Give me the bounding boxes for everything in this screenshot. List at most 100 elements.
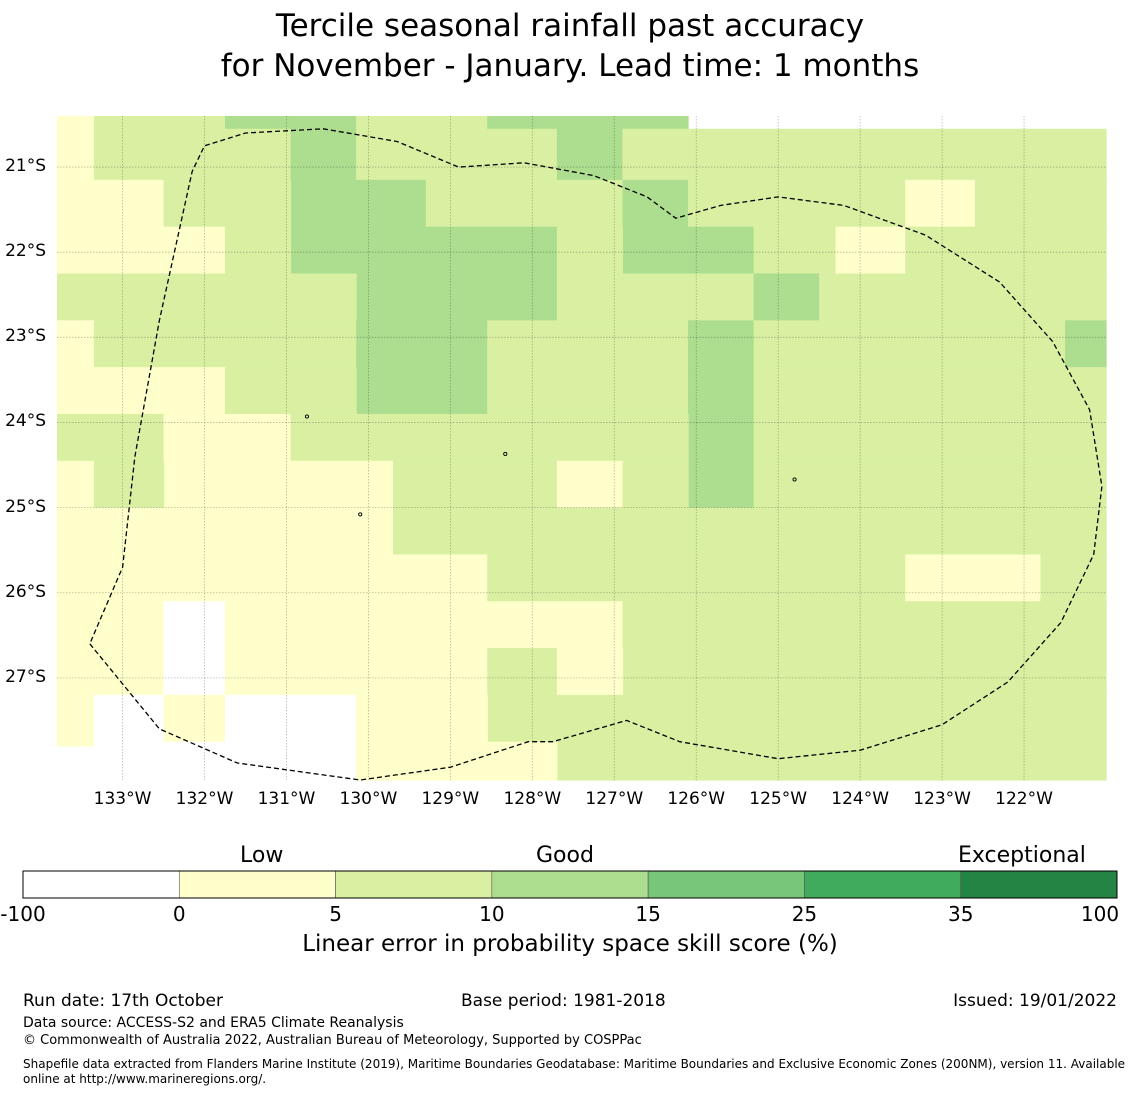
skill-score-map — [57, 116, 1107, 781]
colorbar-segment — [22, 870, 180, 899]
colorbar-segment — [491, 870, 649, 899]
colorbar-label-low: Low — [240, 843, 284, 868]
skill-cell — [487, 116, 689, 130]
skill-cell — [556, 128, 624, 181]
x-tick-label: 129°W — [421, 789, 480, 809]
island — [304, 414, 310, 419]
skill-cell — [835, 226, 906, 275]
colorbar-segment — [960, 870, 1118, 899]
colorbar-segment — [335, 870, 493, 899]
skill-cell — [225, 226, 292, 275]
skill-cell — [57, 116, 95, 181]
skill-cell — [487, 648, 558, 743]
skill-cell — [57, 226, 226, 275]
skill-cell — [905, 179, 976, 228]
skill-cell — [57, 320, 95, 415]
chart-title-line-1: Tercile seasonal rainfall past accuracy — [275, 8, 865, 44]
skill-cell — [356, 179, 427, 321]
skill-cell — [356, 320, 488, 415]
skill-cell — [425, 226, 558, 321]
y-tick-label: 22°S — [5, 241, 46, 262]
skill-cell — [57, 179, 165, 228]
eez-boundary — [89, 128, 1103, 781]
x-tick-label: 127°W — [585, 789, 644, 809]
skill-cell — [225, 648, 488, 696]
skill-cell — [163, 694, 226, 743]
issued-date: Issued: 19/01/2022 — [953, 991, 1117, 1011]
skill-cell — [556, 273, 755, 321]
x-tick-label: 125°W — [749, 789, 808, 809]
colorbar-tick-label: 25 — [791, 902, 818, 926]
base-period: Base period: 1981-2018 — [461, 991, 666, 1011]
skill-cell — [487, 320, 689, 415]
run-date: Run date: 17th October — [23, 991, 223, 1011]
shapefile-credit-line-2: online at http://www.marineregions.org/. — [23, 1072, 267, 1086]
chart-title-line-2: for November - January. Lead time: 1 mon… — [220, 48, 920, 84]
skill-cell — [753, 273, 820, 321]
skill-cell — [93, 694, 165, 781]
colorbar-label-good: Good — [536, 843, 594, 868]
skill-cell — [393, 507, 689, 556]
skill-cell — [225, 116, 292, 130]
x-tick-label: 131°W — [257, 789, 316, 809]
x-tick-label: 126°W — [667, 789, 726, 809]
skill-cell — [487, 179, 624, 228]
x-tick-label: 130°W — [339, 789, 398, 809]
skill-cell — [622, 694, 1107, 781]
y-tick-label: 24°S — [5, 411, 46, 432]
skill-cell — [163, 413, 292, 509]
colorbar-tick-label: 35 — [947, 902, 974, 926]
x-tick-label: 132°W — [175, 789, 234, 809]
colorbar-tick-label: 100 — [1080, 902, 1120, 926]
skill-cell — [290, 413, 689, 462]
island — [503, 451, 508, 457]
skill-cell — [93, 367, 226, 415]
colorbar-title: Linear error in probability space skill … — [302, 931, 838, 957]
x-tick-label: 122°W — [995, 789, 1053, 809]
skill-cell — [974, 179, 1107, 228]
x-tick-label: 128°W — [503, 789, 562, 809]
skill-cell — [622, 128, 1107, 181]
colorbar-tick-label: -100 — [0, 902, 46, 926]
skill-cell — [622, 460, 689, 509]
skill-cell — [290, 554, 488, 602]
skill-cell — [1065, 320, 1107, 368]
skill-cell — [487, 741, 558, 781]
colorbar-tick-label: 0 — [172, 902, 186, 926]
skill-cell — [905, 554, 1042, 602]
colorbar-frame — [22, 870, 1118, 899]
skill-cell — [93, 320, 357, 368]
copyright-notice: © Commonwealth of Australia 2022, Austra… — [23, 1033, 642, 1048]
island — [792, 477, 797, 482]
shapefile-credit-line-1: Shapefile data extracted from Flanders M… — [23, 1057, 1126, 1071]
skill-cell — [622, 601, 1107, 696]
skill-cell — [57, 273, 357, 321]
island — [358, 512, 363, 517]
skill-cell — [57, 460, 95, 509]
skill-cell — [905, 226, 1107, 275]
colorbar-segment — [178, 870, 336, 899]
skill-cell — [163, 741, 226, 781]
y-tick-label: 25°S — [5, 496, 46, 517]
x-tick-label: 123°W — [913, 789, 971, 809]
skill-cell — [819, 273, 1107, 321]
skill-cell — [487, 554, 906, 602]
skill-cell — [556, 460, 624, 509]
skill-cell — [688, 226, 755, 275]
skill-cell — [290, 116, 357, 275]
colorbar-segment — [804, 870, 962, 899]
skill-cell — [753, 320, 1066, 368]
skill-cell — [622, 179, 689, 275]
skill-cell — [688, 507, 755, 556]
colorbar-tick-label: 10 — [479, 902, 505, 926]
y-tick-label: 26°S — [5, 581, 46, 602]
colorbar-label-exceptional: Exceptional — [958, 843, 1086, 868]
skill-cell — [57, 507, 292, 602]
x-tick-label: 133°W — [93, 789, 152, 809]
y-tick-label: 21°S — [5, 156, 46, 177]
skill-cell — [753, 460, 1107, 556]
skill-cell — [1040, 554, 1107, 602]
skill-cell — [356, 116, 488, 181]
y-tick-label: 23°S — [5, 326, 46, 347]
skill-cell — [753, 226, 837, 275]
